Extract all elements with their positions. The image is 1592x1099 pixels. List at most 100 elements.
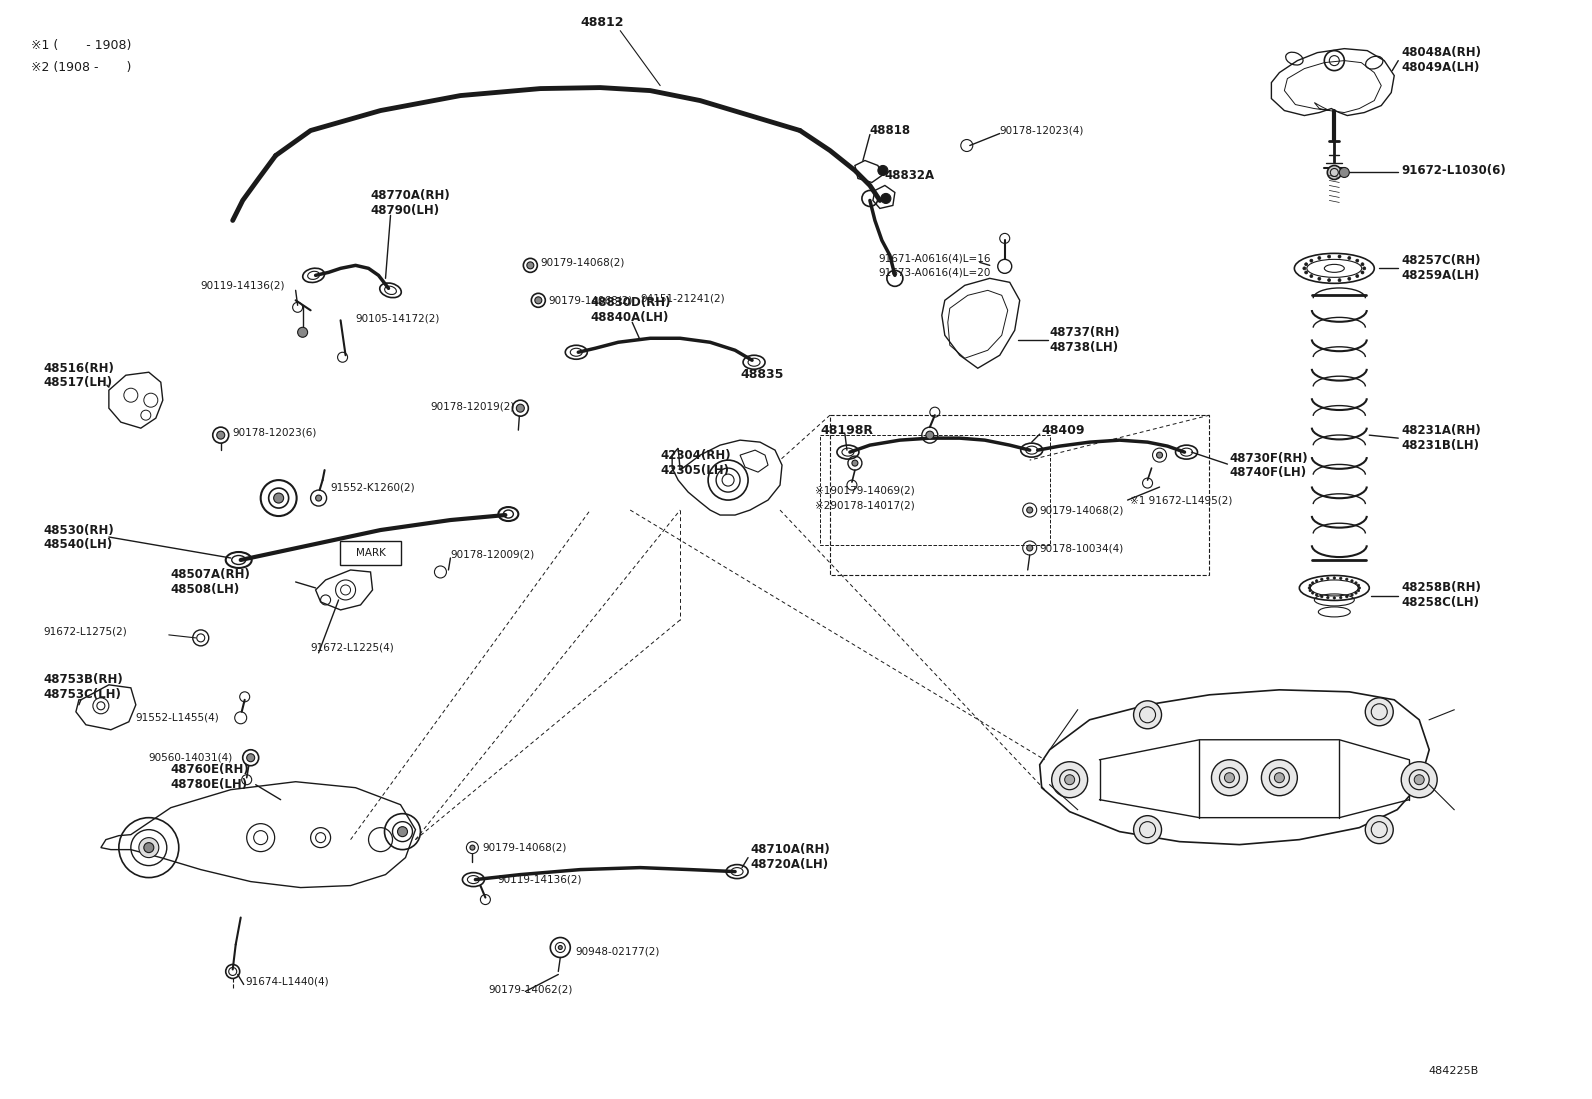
Text: 91672-L1275(2): 91672-L1275(2) [43,626,127,637]
Text: 48753B(RH): 48753B(RH) [43,674,123,687]
Text: ※2 (1908 -       ): ※2 (1908 - ) [30,62,132,74]
Text: 48048A(RH): 48048A(RH) [1401,46,1481,59]
Circle shape [877,166,888,176]
Circle shape [852,460,858,466]
Circle shape [1321,578,1323,580]
Circle shape [1027,545,1033,551]
Circle shape [1310,259,1313,263]
Circle shape [1328,279,1331,281]
Circle shape [1315,579,1318,582]
Text: 42304(RH): 42304(RH) [661,448,731,462]
Circle shape [1261,759,1297,796]
Text: 94151-21241(2): 94151-21241(2) [640,293,724,303]
Text: 48812: 48812 [579,16,624,30]
Text: ※1 91672-L1495(2): ※1 91672-L1495(2) [1130,495,1232,506]
Circle shape [1355,591,1356,595]
Circle shape [1318,277,1321,280]
Text: 48710A(RH): 48710A(RH) [750,843,829,856]
Circle shape [1345,578,1348,580]
Circle shape [1345,596,1348,598]
Circle shape [315,495,322,501]
Circle shape [1309,589,1312,591]
Text: 48231B(LH): 48231B(LH) [1401,439,1479,452]
Circle shape [535,297,541,303]
Circle shape [274,493,283,503]
Text: 48832A: 48832A [885,169,935,182]
Text: 90179-14068(2): 90179-14068(2) [1040,506,1124,515]
Text: 48530(RH): 48530(RH) [43,523,113,536]
Circle shape [1355,581,1356,585]
Circle shape [1274,773,1285,782]
Circle shape [1326,597,1329,599]
Circle shape [1333,577,1336,579]
Circle shape [1366,815,1393,844]
Text: 90178-12023(4): 90178-12023(4) [1000,125,1084,135]
Text: 48508(LH): 48508(LH) [170,584,240,597]
Circle shape [1312,591,1313,595]
Circle shape [1414,775,1425,785]
Text: MARK: MARK [355,548,385,558]
Circle shape [217,431,224,440]
Circle shape [1027,507,1033,513]
Text: 90105-14172(2): 90105-14172(2) [355,313,439,323]
Text: 48517(LH): 48517(LH) [43,376,111,389]
Circle shape [1134,815,1162,844]
Text: 90178-12019(2): 90178-12019(2) [430,401,514,411]
Circle shape [1065,775,1075,785]
Text: 90948-02177(2): 90948-02177(2) [575,946,659,956]
Text: 90179-14068(2): 90179-14068(2) [548,296,632,306]
Circle shape [1358,589,1360,591]
Circle shape [470,845,474,851]
Text: 48258B(RH): 48258B(RH) [1401,581,1481,595]
Text: 48740F(LH): 48740F(LH) [1229,466,1307,478]
Text: 48818: 48818 [869,124,911,137]
Circle shape [1305,263,1307,266]
Circle shape [1401,762,1438,798]
Circle shape [1212,759,1248,796]
Text: 90179-14068(2): 90179-14068(2) [540,257,624,267]
Circle shape [1361,263,1364,266]
Circle shape [1318,256,1321,259]
Text: 48753C(LH): 48753C(LH) [43,688,121,701]
Circle shape [1356,259,1358,263]
Text: 91673-A0616(4)L=20: 91673-A0616(4)L=20 [877,267,990,277]
Circle shape [1339,167,1350,177]
Circle shape [1305,271,1307,274]
Circle shape [1358,585,1360,587]
Circle shape [1156,452,1162,458]
Circle shape [1312,581,1313,585]
Text: 48720A(LH): 48720A(LH) [750,858,828,872]
Circle shape [1356,275,1358,278]
Text: 48257C(RH): 48257C(RH) [1401,254,1481,267]
Text: 91552-K1260(2): 91552-K1260(2) [331,482,416,492]
Circle shape [559,945,562,950]
Text: 91674-L1440(4): 91674-L1440(4) [245,976,330,987]
Circle shape [1309,585,1312,587]
Text: 48049A(LH): 48049A(LH) [1401,62,1479,74]
Text: 90178-12009(2): 90178-12009(2) [451,550,535,560]
Text: ※190179-14069(2): ※190179-14069(2) [815,485,915,495]
Text: 48516(RH): 48516(RH) [43,362,113,375]
Text: 48830D(RH): 48830D(RH) [591,296,670,309]
Circle shape [1134,701,1162,729]
Circle shape [298,328,307,337]
Text: 48780E(LH): 48780E(LH) [170,778,248,791]
Circle shape [1309,587,1310,589]
Circle shape [1339,597,1342,599]
Text: 90178-10034(4): 90178-10034(4) [1040,543,1124,553]
Circle shape [1350,593,1353,597]
Circle shape [1366,698,1393,725]
Text: 48231A(RH): 48231A(RH) [1401,423,1481,436]
Circle shape [527,262,533,269]
Text: 48540(LH): 48540(LH) [43,537,111,551]
Text: 48835: 48835 [740,368,783,380]
Circle shape [1361,271,1364,274]
Bar [829,415,1210,575]
Circle shape [1333,597,1336,599]
Circle shape [1348,277,1350,280]
Text: 90119-14136(2): 90119-14136(2) [497,875,583,885]
Text: 90560-14031(4): 90560-14031(4) [148,753,232,763]
Circle shape [1302,267,1305,270]
Text: 48760E(RH): 48760E(RH) [170,763,250,776]
FancyBboxPatch shape [339,541,401,565]
